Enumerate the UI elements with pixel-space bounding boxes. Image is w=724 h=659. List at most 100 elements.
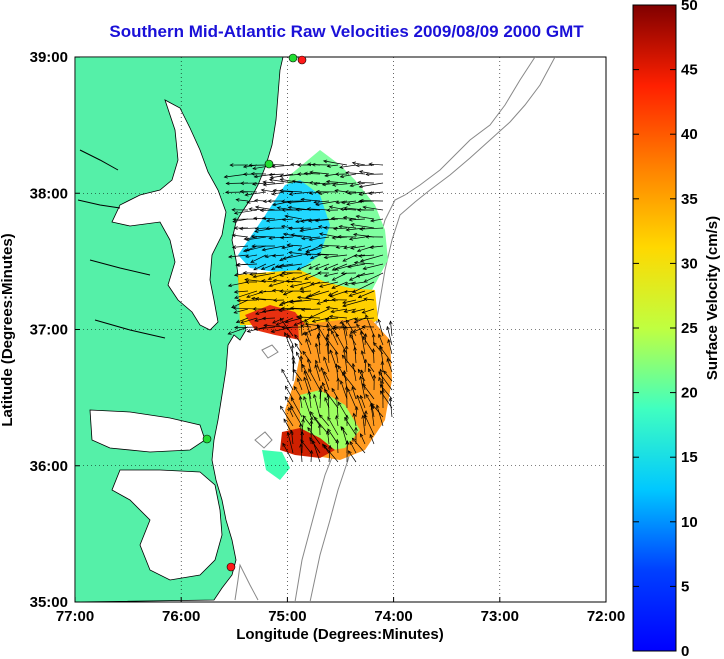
velocity-arrow-head — [339, 320, 344, 324]
velocity-arrow — [271, 326, 294, 333]
velocity-arrow-head — [281, 325, 286, 330]
velocity-arrow-head — [378, 376, 382, 381]
velocity-arrow-head — [370, 402, 375, 407]
velocity-arrow — [332, 272, 348, 281]
velocity-arrow-head — [314, 218, 319, 223]
velocity-arrow — [359, 182, 384, 188]
velocity-arrow-head — [342, 348, 347, 353]
velocity-arrow — [291, 430, 294, 445]
velocity-arrow — [273, 279, 294, 283]
velocity-arrow — [262, 217, 276, 220]
velocity-arrow-head — [235, 263, 240, 267]
x-tick-label: 74:00 — [374, 608, 412, 625]
velocity-arrow-head — [353, 346, 357, 351]
velocity-arrow — [324, 254, 348, 258]
velocity-arrow — [288, 407, 294, 418]
velocity-arrow-head — [309, 449, 314, 454]
velocity-arrow — [239, 227, 258, 230]
velocity-arrow — [310, 450, 312, 463]
velocity-arrow — [315, 360, 321, 373]
velocity-arrow — [353, 413, 357, 427]
velocity-arrow-head — [324, 173, 329, 178]
velocity-arrow-head — [236, 262, 241, 267]
velocity-arrow — [232, 234, 249, 238]
velocity-arrow — [272, 254, 285, 257]
velocity-arrow-head — [308, 265, 313, 270]
velocity-arrow — [290, 307, 312, 310]
velocity-arrow-head — [309, 437, 313, 442]
x-tick-label: 77:00 — [56, 608, 94, 625]
velocity-arrow-head — [350, 246, 355, 250]
velocity-arrow — [349, 236, 366, 240]
velocity-arrow-head — [352, 412, 357, 417]
velocity-arrow-head — [303, 376, 307, 381]
albemarle-sound — [89, 409, 206, 453]
velocity-arrow — [362, 308, 375, 314]
velocity-arrow — [234, 308, 249, 314]
velocity-arrow — [328, 290, 339, 296]
velocity-arrow-head — [274, 264, 280, 269]
velocity-arrow-head — [369, 402, 374, 407]
velocity-arrow — [304, 319, 312, 337]
colorbar-tick-label: 0 — [681, 643, 689, 659]
velocity-arrow-head — [359, 198, 364, 203]
velocity-arrow-head — [244, 277, 249, 282]
velocity-arrow-head — [347, 387, 351, 393]
velocity-arrow — [335, 351, 339, 364]
velocity-arrow-head — [279, 235, 285, 240]
y-tick-label: 36:00 — [30, 458, 68, 475]
velocity-arrow-head — [359, 375, 363, 380]
velocity-arrow-head — [326, 327, 332, 332]
velocity-arrow — [356, 272, 375, 277]
velocity-arrow-head — [332, 325, 337, 329]
velocity-arrow-head — [323, 388, 328, 394]
velocity-arrow-head — [310, 281, 315, 286]
velocity-arrow-head — [359, 394, 364, 400]
velocity-arrow-head — [319, 384, 323, 390]
velocity-arrow-head — [262, 180, 267, 184]
velocity-arrow-head — [278, 308, 283, 313]
velocity-arrow-head — [245, 237, 250, 242]
x-tick-label: 75:00 — [268, 608, 306, 625]
chesapeake-bay — [111, 99, 227, 331]
velocity-arrow-head — [301, 236, 306, 241]
velocity-arrow — [297, 263, 312, 271]
velocity-arrow-head — [227, 283, 233, 288]
velocity-arrow — [249, 272, 267, 275]
velocity-arrow — [299, 396, 303, 409]
velocity-arrow-head — [254, 318, 259, 322]
velocity-arrow-head — [272, 188, 277, 193]
x-tick-label: 73:00 — [481, 608, 519, 625]
velocity-arrow-head — [335, 200, 340, 205]
velocity-arrow — [324, 272, 339, 277]
velocity-arrow — [370, 218, 384, 222]
velocity-arrow — [319, 385, 322, 409]
velocity-arrow-head — [305, 331, 309, 336]
velocity-arrow — [316, 324, 330, 346]
velocity-arrow-head — [362, 205, 367, 210]
velocity-arrow — [305, 338, 312, 355]
velocity-arrow-head — [343, 245, 348, 250]
colorbar-label: Surface Velocity (cm/s) — [704, 216, 721, 380]
velocity-arrow — [279, 190, 303, 193]
velocity-arrow — [255, 227, 267, 230]
velocity-arrow-head — [308, 368, 312, 373]
velocity-arrow-head — [323, 255, 328, 260]
velocity-arrow-head — [362, 383, 367, 388]
velocity-arrow — [380, 390, 393, 409]
velocity-arrow-head — [324, 397, 328, 402]
velocity-arrow-head — [259, 208, 264, 213]
velocity-arrow — [347, 263, 366, 268]
velocity-arrow-head — [296, 172, 302, 176]
colorbar-tick-label: 45 — [681, 62, 698, 79]
velocity-arrow — [234, 209, 258, 214]
velocity-arrow-head — [309, 411, 314, 416]
velocity-arrow — [271, 191, 285, 195]
velocity-arrow-head — [359, 330, 364, 335]
velocity-arrow-head — [349, 183, 354, 188]
velocity-arrow-head — [232, 306, 237, 311]
velocity-arrow — [381, 361, 384, 373]
velocity-arrow-head — [348, 237, 354, 241]
velocity-arrow-head — [367, 362, 372, 368]
velocity-arrow-head — [279, 177, 284, 182]
